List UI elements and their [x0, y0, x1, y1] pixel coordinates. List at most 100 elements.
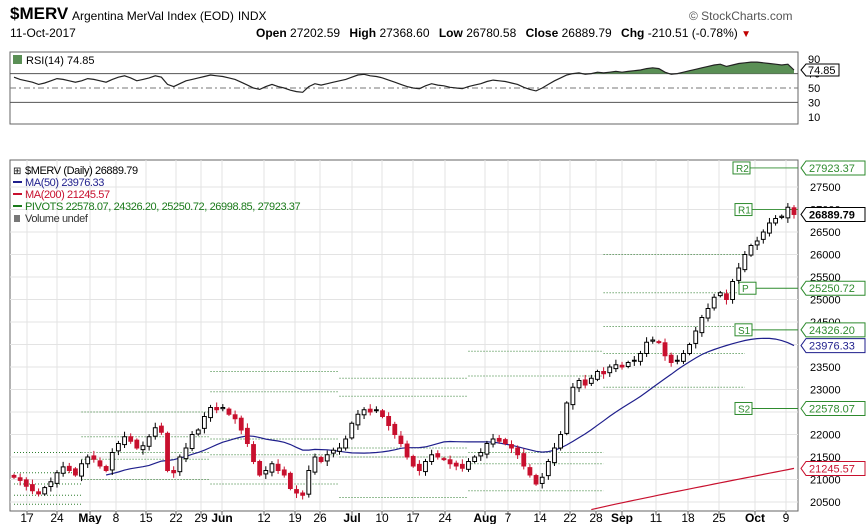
- open-value: 27202.59: [290, 26, 341, 40]
- x-tick-label: 18: [681, 511, 695, 524]
- candle-body: [232, 414, 238, 420]
- candle-body: [490, 438, 496, 445]
- candle-body: [214, 407, 220, 411]
- candle-body: [595, 371, 600, 380]
- candle-body: [140, 445, 146, 451]
- candle-body: [619, 364, 625, 368]
- candle-body: [177, 456, 183, 473]
- x-tick-label: 9: [783, 511, 790, 524]
- candle-body: [416, 463, 422, 472]
- candle-body: [509, 444, 514, 449]
- x-tick-label: 19: [288, 511, 302, 524]
- x-tick-label: 25: [712, 511, 726, 524]
- candle-body: [767, 222, 772, 234]
- candle-body: [294, 489, 299, 494]
- x-axis: 17 24 May 8 15 22 29 Jun 12 19 26 Jul 10 17 24 Aug 7 14 22…: [20, 511, 790, 524]
- candle-body: [134, 439, 140, 449]
- candle-body: [601, 371, 607, 375]
- candle-body: [281, 469, 287, 476]
- candle-body: [373, 409, 379, 412]
- ma200-line: [591, 467, 795, 511]
- y-tick-label: 25500: [810, 272, 841, 284]
- candle-body: [453, 462, 459, 467]
- candle-body: [392, 423, 398, 436]
- candle-body: [306, 470, 312, 495]
- candle-body: [785, 206, 791, 219]
- candle-body: [687, 344, 692, 354]
- candle-body: [527, 467, 533, 476]
- candle-body: [576, 380, 582, 389]
- x-tick-label: 12: [257, 511, 271, 524]
- candle-body: [48, 481, 54, 488]
- candle-body: [625, 362, 631, 367]
- candle-body: [91, 455, 97, 460]
- y-tick-label: 20500: [810, 497, 841, 509]
- index-fullname: Argentina MerVal Index (EOD): [72, 9, 234, 23]
- candle-body: [79, 463, 84, 477]
- x-tick-label: 26: [313, 511, 327, 524]
- price-value-tag-text: 27923.37: [809, 163, 855, 175]
- rsi-axis-label: 30: [808, 97, 820, 109]
- candle-body: [613, 364, 619, 370]
- pivot-box-r2: [732, 161, 751, 175]
- candle-body: [545, 461, 551, 477]
- candle-body: [539, 476, 545, 484]
- x-tick-label: May: [78, 511, 102, 524]
- rsi-axis-label: 70: [808, 69, 820, 81]
- pivot-box-label: R2: [736, 164, 749, 175]
- candle-body: [724, 293, 729, 300]
- low-label: Low: [438, 26, 463, 40]
- candle-body: [656, 341, 662, 344]
- legend-entry: MA(50) 23976.33: [25, 177, 104, 189]
- candle-body: [324, 454, 330, 462]
- candle-body: [773, 218, 778, 224]
- candle-body: [466, 461, 471, 470]
- candle-body: [730, 281, 735, 300]
- candle-body: [404, 443, 410, 458]
- x-tick-label: 7: [505, 511, 512, 524]
- price-value-tag: [800, 338, 866, 354]
- rsi-value-tag: [800, 63, 840, 77]
- candle-body: [717, 292, 723, 297]
- candle-body: [183, 447, 189, 460]
- candle-body: [533, 475, 539, 485]
- ohlc-readout: Open 27202.59 High 27368.60 Low 26780.58…: [256, 26, 751, 40]
- change-label: Chg: [621, 26, 645, 40]
- x-tick-label: 15: [139, 511, 153, 524]
- candle-body: [269, 463, 275, 473]
- candle-body: [681, 353, 686, 362]
- y-tick-label: 24000: [810, 340, 841, 352]
- candle-body: [17, 477, 23, 481]
- rsi-frame: [9, 51, 799, 125]
- candle-body: [742, 254, 748, 271]
- rsi-value-tag-text: 74.85: [808, 65, 836, 77]
- price-value-tag-text: 26889.79: [809, 209, 855, 221]
- candle-body: [564, 402, 570, 434]
- candle-body: [11, 474, 17, 478]
- candle-body: [410, 455, 416, 467]
- price-value-tag-text: 21245.57: [809, 463, 855, 475]
- candle-body: [361, 409, 367, 416]
- candle-body: [122, 436, 127, 446]
- legend-volume-icon: [14, 215, 20, 222]
- y-tick-label: 26000: [810, 250, 841, 262]
- pivot-box-label: P: [742, 284, 749, 295]
- rsi-axis-label: 50: [808, 83, 820, 95]
- candle-body: [699, 317, 705, 334]
- candle-body: [66, 465, 72, 471]
- rsi-label: RSI(14) 74.85: [26, 55, 94, 67]
- x-tick-label: 8: [113, 511, 120, 524]
- open-label: Open: [256, 26, 287, 40]
- x-tick-label: 29: [194, 511, 208, 524]
- candle-body: [779, 215, 785, 218]
- change-value: -210.51 (-0.78%): [647, 26, 738, 40]
- candle-body: [42, 487, 48, 495]
- x-tick-label: 24: [50, 511, 64, 524]
- price-value-tag: [800, 460, 866, 476]
- x-tick-label: 11: [650, 511, 663, 524]
- candle-body: [435, 453, 441, 458]
- candle-body: [208, 407, 213, 419]
- low-value: 26780.58: [466, 26, 517, 40]
- high-label: High: [349, 26, 377, 40]
- x-tick-label: Jun: [211, 511, 232, 524]
